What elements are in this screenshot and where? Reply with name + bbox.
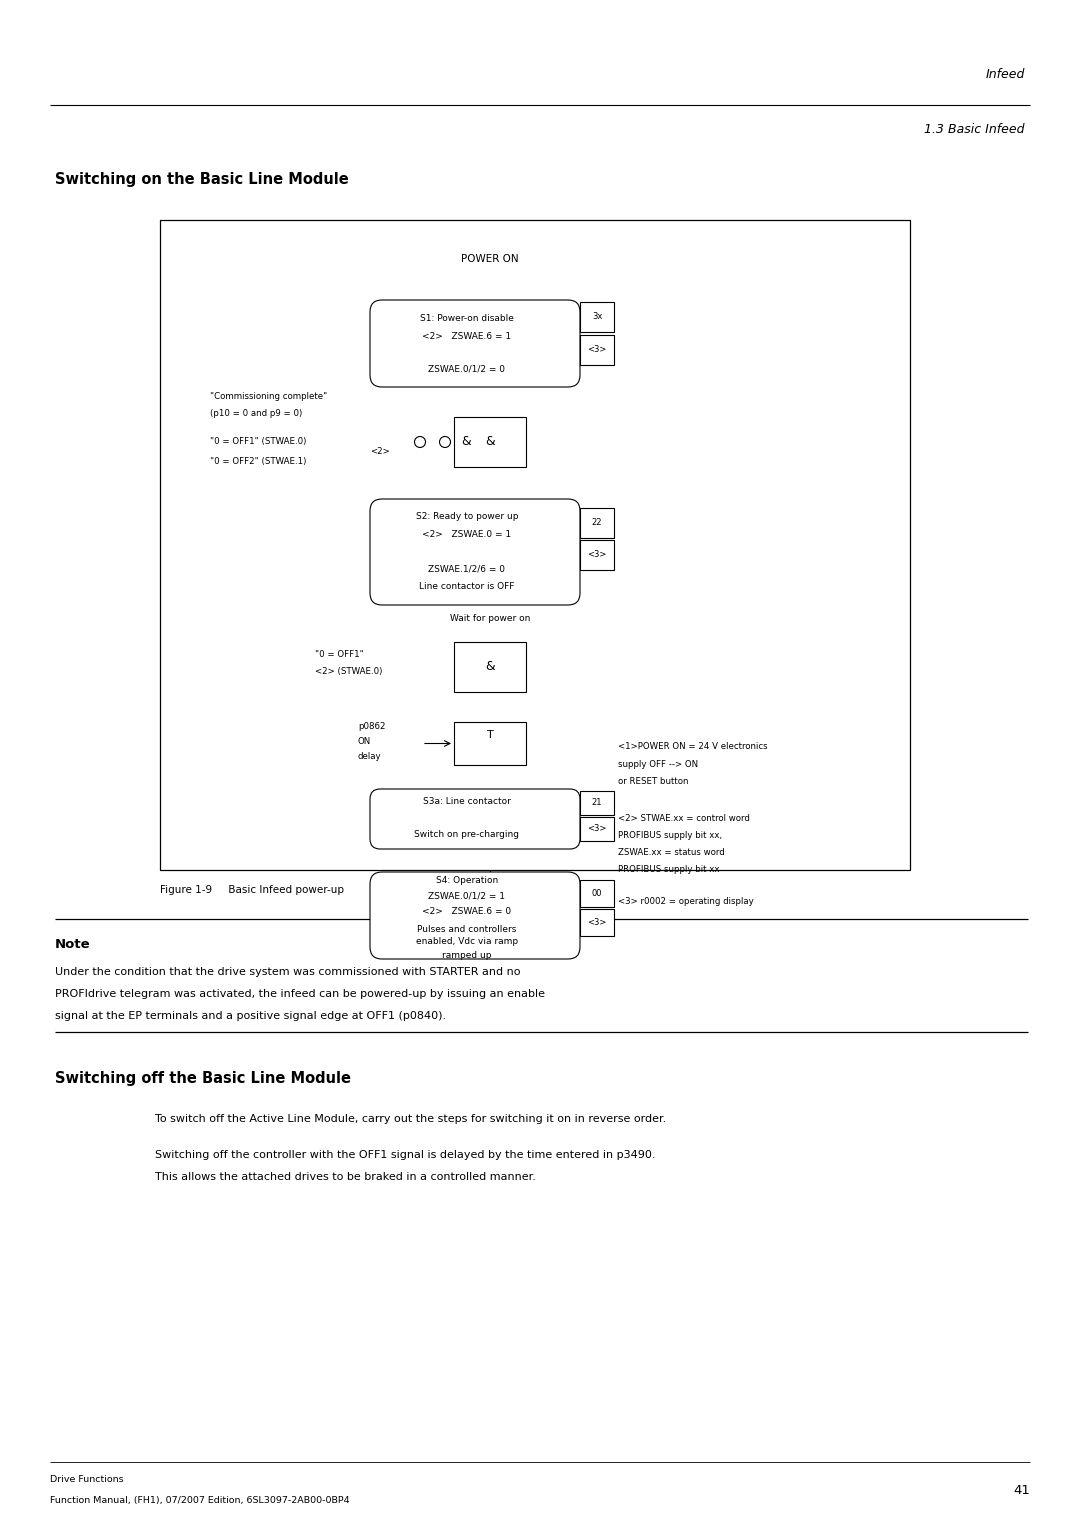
Text: <3>: <3> (588, 918, 607, 927)
Text: Switching on the Basic Line Module: Switching on the Basic Line Module (55, 173, 349, 188)
Text: &: & (461, 435, 471, 449)
Text: supply OFF --> ON: supply OFF --> ON (618, 760, 698, 770)
Text: ZSWAE.xx = status word: ZSWAE.xx = status word (618, 849, 725, 858)
Text: 3x: 3x (592, 313, 603, 322)
Text: Wait for power on: Wait for power on (449, 614, 530, 623)
Bar (580, 791, 615, 815)
Text: ON: ON (357, 738, 372, 747)
Text: "0 = OFF1": "0 = OFF1" (315, 651, 364, 660)
Text: p0862: p0862 (357, 722, 386, 731)
Text: ZSWAE.0/1/2 = 1: ZSWAE.0/1/2 = 1 (429, 892, 505, 901)
Text: "0 = OFF2" (STWAE.1): "0 = OFF2" (STWAE.1) (210, 458, 307, 467)
Text: ZSWAE.1/2/6 = 0: ZSWAE.1/2/6 = 0 (429, 565, 505, 574)
Text: To switch off the Active Line Module, carry out the steps for switching it on in: To switch off the Active Line Module, ca… (156, 1115, 666, 1124)
Text: Switching off the controller with the OFF1 signal is delayed by the time entered: Switching off the controller with the OF… (156, 1150, 656, 1161)
Text: S2: Ready to power up: S2: Ready to power up (416, 513, 518, 522)
Text: ramped up: ramped up (442, 950, 491, 959)
Text: Switching off the Basic Line Module: Switching off the Basic Line Module (55, 1072, 351, 1087)
Text: S3a: Line contactor: S3a: Line contactor (423, 797, 511, 806)
Text: This allows the attached drives to be braked in a controlled manner.: This allows the attached drives to be br… (156, 1173, 536, 1182)
Text: <2>   ZSWAE.6 = 1: <2> ZSWAE.6 = 1 (422, 333, 512, 342)
FancyBboxPatch shape (370, 872, 580, 959)
Bar (580, 334, 615, 365)
Text: <1>POWER ON = 24 V electronics: <1>POWER ON = 24 V electronics (618, 742, 768, 751)
Text: S1: Power-on disable: S1: Power-on disable (420, 315, 514, 324)
Text: <2>   ZSWAE.0 = 1: <2> ZSWAE.0 = 1 (422, 530, 512, 539)
Text: <3> r0002 = operating display: <3> r0002 = operating display (618, 898, 754, 907)
Text: 1.3 Basic Infeed: 1.3 Basic Infeed (924, 124, 1025, 136)
Bar (580, 880, 615, 907)
Text: Under the condition that the drive system was commissioned with STARTER and no: Under the condition that the drive syste… (55, 967, 521, 977)
Text: Figure 1-9     Basic Infeed power-up: Figure 1-9 Basic Infeed power-up (160, 886, 345, 895)
Bar (430, 417, 502, 467)
Text: "Commissioning complete": "Commissioning complete" (210, 392, 327, 402)
FancyBboxPatch shape (370, 499, 580, 605)
Text: POWER ON: POWER ON (461, 253, 518, 264)
Bar (580, 508, 615, 538)
Text: &: & (485, 661, 495, 673)
Bar (160, 220, 910, 870)
Bar (580, 817, 615, 841)
FancyBboxPatch shape (370, 789, 580, 849)
Text: delay: delay (357, 753, 381, 762)
Text: <2>: <2> (370, 447, 390, 457)
Text: PROFIdrive telegram was activated, the infeed can be powered-up by issuing an en: PROFIdrive telegram was activated, the i… (55, 989, 545, 999)
Text: Infeed: Infeed (986, 69, 1025, 81)
Text: (p10 = 0 and p9 = 0): (p10 = 0 and p9 = 0) (210, 409, 302, 418)
Bar (580, 541, 615, 570)
Text: Note: Note (55, 939, 91, 951)
Text: <3>: <3> (588, 551, 607, 559)
Text: <2> STWAE.xx = control word: <2> STWAE.xx = control word (618, 814, 750, 823)
Text: Pulses and controllers: Pulses and controllers (417, 924, 516, 933)
Text: 22: 22 (592, 519, 603, 527)
Text: S4: Operation: S4: Operation (436, 876, 498, 886)
Bar (426, 412, 505, 472)
Text: <3>: <3> (588, 345, 607, 354)
Bar (454, 641, 526, 692)
Bar (580, 302, 615, 331)
Text: Function Manual, (FH1), 07/2007 Edition, 6SL3097-2AB00-0BP4: Function Manual, (FH1), 07/2007 Edition,… (50, 1495, 350, 1504)
Text: 21: 21 (592, 799, 603, 808)
Text: 00: 00 (592, 889, 603, 898)
Text: ZSWAE.0/1/2 = 0: ZSWAE.0/1/2 = 0 (429, 365, 505, 374)
Text: &: & (485, 435, 495, 449)
Text: Drive Functions: Drive Functions (50, 1475, 123, 1484)
Text: PROFIBUS supply bit xx,: PROFIBUS supply bit xx, (618, 832, 723, 840)
Text: <3>: <3> (588, 825, 607, 834)
Text: or RESET button: or RESET button (618, 777, 689, 786)
Text: T: T (487, 730, 494, 741)
Bar (454, 722, 526, 765)
Text: PROFIBUS supply bit xx: PROFIBUS supply bit xx (618, 866, 719, 875)
Text: Line contactor is OFF: Line contactor is OFF (419, 582, 515, 591)
Text: "0 = OFF1" (STWAE.0): "0 = OFF1" (STWAE.0) (210, 438, 307, 446)
Text: 41: 41 (1013, 1484, 1030, 1496)
Text: <2>   ZSWAE.6 = 0: <2> ZSWAE.6 = 0 (422, 907, 512, 916)
Text: Switch on pre-charging: Switch on pre-charging (415, 831, 519, 840)
Text: enabled, Vdc via ramp: enabled, Vdc via ramp (416, 938, 518, 947)
Bar (580, 909, 615, 936)
Text: <2> (STWAE.0): <2> (STWAE.0) (315, 667, 382, 676)
Text: signal at the EP terminals and a positive signal edge at OFF1 (p0840).: signal at the EP terminals and a positiv… (55, 1011, 446, 1022)
Bar (438, 435, 453, 449)
Bar (454, 417, 526, 467)
FancyBboxPatch shape (370, 299, 580, 386)
